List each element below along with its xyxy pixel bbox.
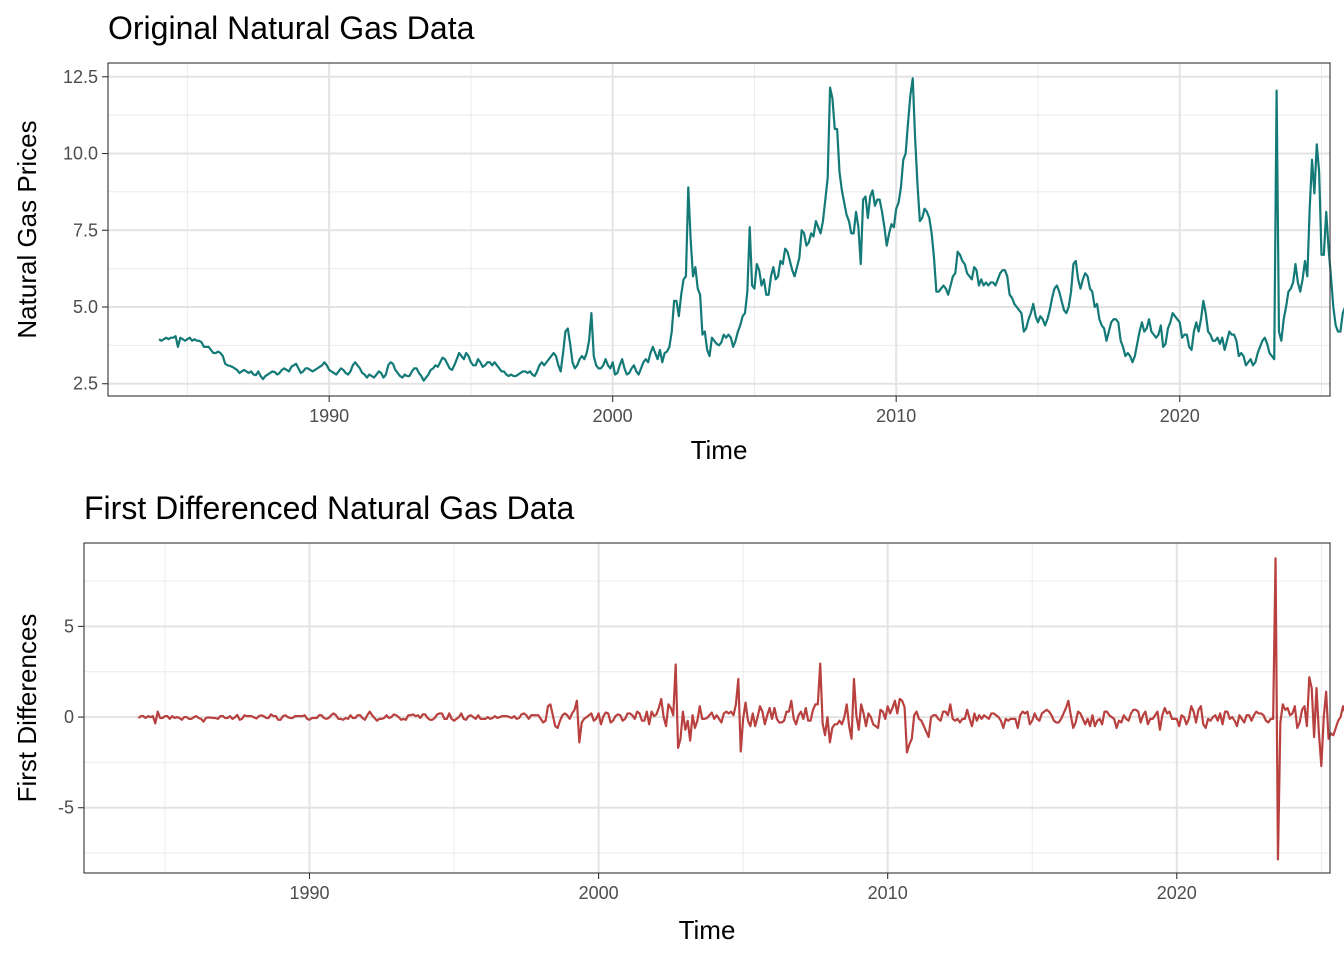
chart-title: Original Natural Gas Data	[108, 10, 475, 46]
y-tick-label: 2.5	[73, 374, 98, 394]
x-tick-label: 2010	[868, 883, 908, 903]
y-tick-label: 7.5	[73, 220, 98, 240]
x-tick-label: 2000	[593, 406, 633, 426]
y-ticks: -5 0 5	[58, 616, 84, 818]
y-tick-label: 0	[64, 707, 74, 727]
x-tick-label: 1990	[309, 406, 349, 426]
x-tick-label: 2020	[1157, 883, 1197, 903]
x-tick-label: 2010	[876, 406, 916, 426]
minor-gridlines	[84, 543, 1330, 873]
y-tick-label: 5	[64, 616, 74, 636]
y-tick-label: 5.0	[73, 297, 98, 317]
x-tick-label: 2000	[579, 883, 619, 903]
major-gridlines	[108, 63, 1330, 396]
plot-border	[83, 542, 1331, 874]
y-tick-label: -5	[58, 798, 74, 818]
differenced-panel: 1990 2000 2010 2020 -5 0 5 First Differenced …	[12, 490, 1344, 945]
x-tick-label: 2020	[1160, 406, 1200, 426]
y-axis-label: First Differences	[12, 614, 42, 803]
y-ticks: 2.5 5.0 7.5 10.0 12.5	[63, 67, 108, 394]
x-tick-label: 1990	[289, 883, 329, 903]
chart-title: First Differenced Natural Gas Data	[84, 490, 574, 526]
x-axis-label: Time	[691, 435, 748, 465]
original-panel: 1990 2000 2010 2020 2.5 5.0 7.5 10.0 12.5 Origi…	[12, 10, 1344, 465]
difference-series-line	[137, 557, 1344, 861]
y-axis-label: Natural Gas Prices	[12, 120, 42, 338]
x-axis-label: Time	[679, 915, 736, 945]
x-ticks: 1990 2000 2010 2020	[289, 873, 1197, 903]
price-series-line	[158, 77, 1344, 382]
plot-border	[107, 62, 1331, 397]
x-ticks: 1990 2000 2010 2020	[309, 396, 1200, 426]
y-tick-label: 12.5	[63, 67, 98, 87]
y-tick-label: 10.0	[63, 144, 98, 164]
